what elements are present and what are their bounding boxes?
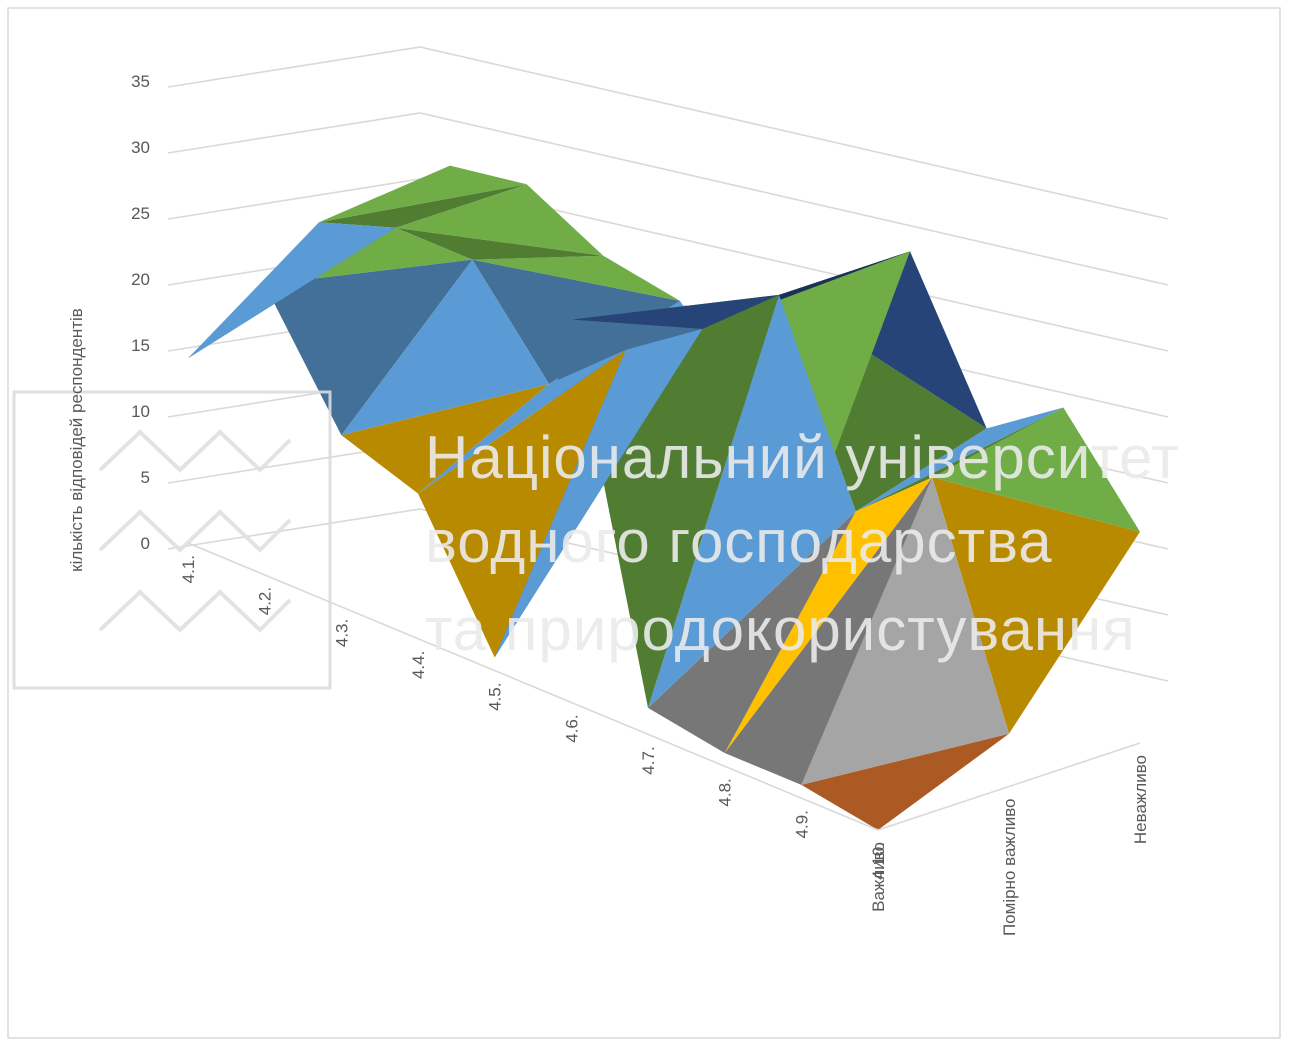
depth-tick-label: Важливо	[869, 842, 888, 912]
depth-tick-label: Неважливо	[1131, 755, 1150, 844]
surface-plot	[188, 165, 1140, 830]
z-tick-label: 10	[131, 402, 150, 421]
surface-facet-0-1-0	[319, 184, 527, 228]
x-tick-label: 4.4.	[409, 651, 428, 679]
x-tick-label: 4.9.	[792, 810, 811, 838]
x-tick-label: 4.10.	[869, 842, 888, 880]
surface-facet-1-0-0	[264, 259, 473, 436]
surface-facet-0-1-1	[319, 165, 527, 223]
y-axis-title: кількість відповідей респондентів	[67, 308, 86, 572]
gridline-30	[167, 112, 1169, 286]
surface-facet-7-0-0	[724, 477, 933, 785]
surface-facet-3-0-0	[418, 349, 626, 658]
x-tick-label: 4.2.	[256, 587, 275, 615]
surface-facet-6-0-0	[648, 511, 856, 754]
z-tick-label: 0	[141, 534, 150, 553]
z-tick-label: 35	[131, 72, 150, 91]
surface-facet-1-1-1	[395, 184, 604, 256]
z-tick-label: 25	[131, 204, 150, 223]
surface-facet-4-0-1	[494, 328, 703, 658]
z-tick-label: 20	[131, 270, 150, 289]
z-tick-label: 30	[131, 138, 150, 157]
surface-facet-3-0-1	[418, 349, 626, 494]
x-tick-label: 4.8.	[716, 778, 735, 806]
depth-axis-line	[877, 742, 1141, 831]
watermark-line-3: та природокористування	[425, 596, 1136, 663]
watermark-line-1: Національний університет	[425, 424, 1180, 491]
surface-facet-0-0-1	[188, 222, 396, 359]
surface-facet-7-1-0	[855, 407, 1064, 512]
surface-facet-1-1-0	[395, 227, 604, 260]
surface-facet-2-0-0	[341, 383, 549, 494]
x-tick-label: 4.3.	[332, 619, 351, 647]
depth-tick-label: Помірно важливо	[1000, 799, 1019, 937]
surface-facet-8-0-1	[801, 477, 1009, 785]
nuwm-waves-logo	[12, 390, 332, 690]
axes: 0 5 10 15 20 25 30 35 4.1. 4.2. 4.3. 4.4. 4.5. 4.6. 4.…	[131, 72, 1150, 936]
x-axis-line	[187, 542, 879, 831]
surface-facet-7-0-1	[724, 477, 933, 754]
z-tick-label: 5	[141, 468, 150, 487]
surface-facet-2-0-1	[341, 259, 549, 436]
x-tick-label: 4.7.	[639, 746, 658, 774]
surface-facet-2-1-1	[472, 255, 680, 301]
surface-facet-8-1-1	[932, 407, 1140, 532]
surface-facet-7-1-1	[855, 407, 1064, 512]
z-tick-label: 15	[131, 336, 150, 355]
surface-facet-8-0-0	[801, 733, 1009, 830]
surface-facet-5-0-1	[571, 294, 779, 329]
x-tick-label: 4.1.	[179, 555, 198, 583]
x-tick-label: 4.6.	[562, 714, 581, 742]
watermark: Національний університет водного господа…	[12, 390, 1180, 690]
surface-facet-6-0-1	[648, 294, 856, 708]
surface-facet-5-1-1	[702, 251, 910, 458]
surface-facet-8-1-0	[932, 477, 1140, 734]
x-tick-label: 4.5.	[486, 683, 505, 711]
watermark-line-2: водного господарства	[425, 508, 1053, 575]
gridline-35	[167, 46, 1169, 220]
